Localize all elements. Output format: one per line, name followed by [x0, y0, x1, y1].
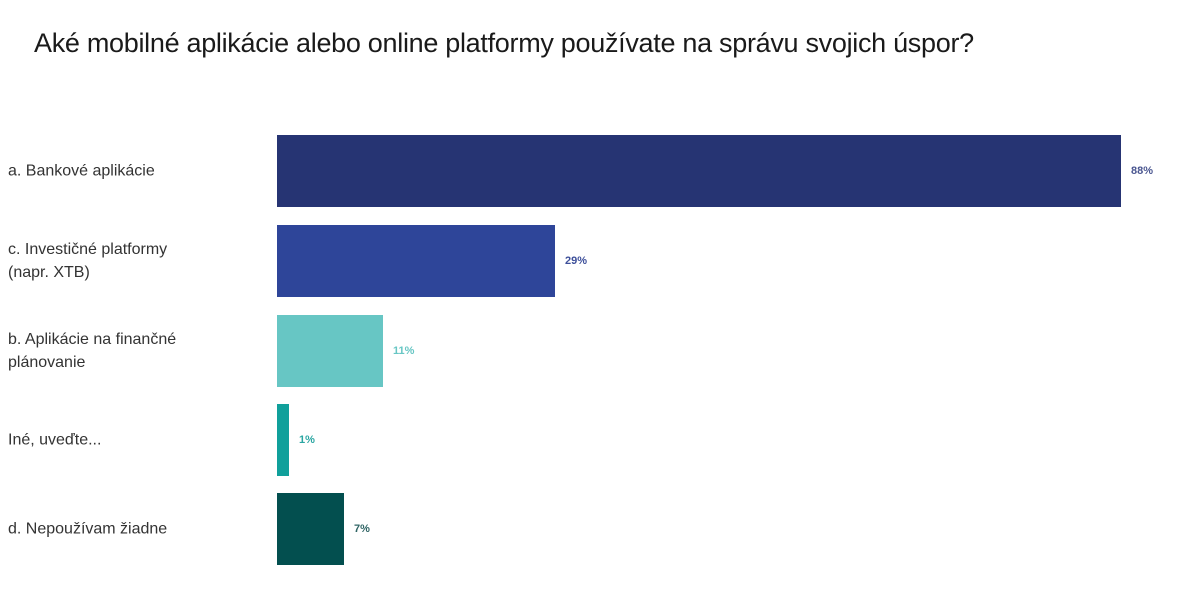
bar-row: d. Nepoužívam žiadne 7%	[0, 493, 1200, 565]
bar-row: b. Aplikácie na finančné plánovanie 11%	[0, 315, 1200, 387]
value-label: 11%	[393, 345, 415, 357]
value-label: 29%	[565, 255, 588, 267]
category-label: d. Nepoužívam žiadne	[8, 520, 168, 538]
category-label: c. Investičné platformy (napr. XTB)	[8, 241, 168, 281]
chart-title: Aké mobilné aplikácie alebo online platf…	[34, 28, 974, 58]
bar	[277, 315, 383, 387]
bar	[277, 225, 555, 297]
value-label: 88%	[1131, 165, 1154, 177]
bar-row: Iné, uveďte... 1%	[0, 404, 1200, 476]
bar	[277, 135, 1121, 207]
bar	[277, 404, 289, 476]
category-label: Iné, uveďte...	[8, 431, 102, 449]
bar-row: c. Investičné platformy (napr. XTB) 29%	[0, 225, 1200, 297]
bar-row: a. Bankové aplikácie 88%	[0, 135, 1200, 207]
value-label: 7%	[354, 523, 370, 535]
category-label: b. Aplikácie na finančné plánovanie	[8, 331, 177, 371]
bar	[277, 493, 344, 565]
category-label: a. Bankové aplikácie	[8, 162, 155, 180]
value-label: 1%	[299, 434, 315, 446]
